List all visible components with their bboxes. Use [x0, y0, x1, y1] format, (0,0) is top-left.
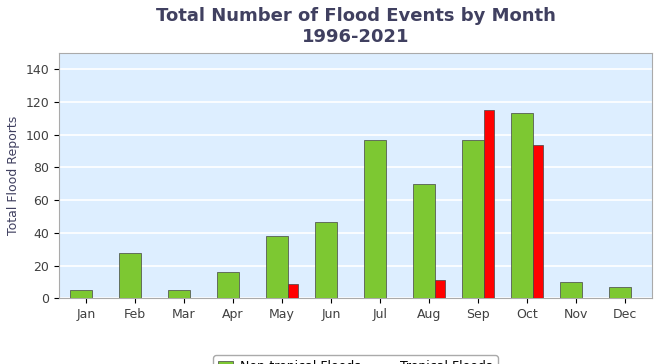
Bar — [168, 290, 190, 298]
Bar — [413, 184, 435, 298]
Bar — [511, 114, 533, 298]
Bar — [484, 110, 494, 298]
Bar — [533, 145, 543, 298]
Bar — [560, 282, 582, 298]
Bar — [288, 284, 298, 298]
Y-axis label: Total Flood Reports: Total Flood Reports — [7, 116, 20, 235]
Bar — [609, 287, 631, 298]
Bar — [315, 222, 337, 298]
Bar — [435, 281, 445, 298]
Bar — [119, 253, 141, 298]
Bar — [364, 140, 386, 298]
Bar — [266, 236, 288, 298]
Bar — [462, 140, 484, 298]
Title: Total Number of Flood Events by Month
1996-2021: Total Number of Flood Events by Month 19… — [156, 7, 556, 46]
Legend: Non-tropical Floods, Tropical Floods: Non-tropical Floods, Tropical Floods — [214, 355, 498, 364]
Bar — [217, 272, 239, 298]
Bar — [70, 290, 92, 298]
